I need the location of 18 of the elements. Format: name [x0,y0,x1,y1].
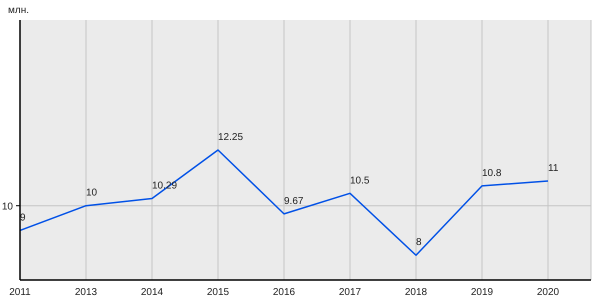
data-label: 8 [416,237,422,248]
data-label: 12.25 [218,132,244,143]
x-tick-label: 2015 [206,287,230,298]
data-label: 10 [86,188,98,199]
x-tick-label: 2018 [404,287,428,298]
x-tick-label: 2013 [74,287,98,298]
data-label: 9.67 [284,196,304,207]
data-label: 10.5 [350,175,370,186]
y-axis-title: млн. [8,5,30,16]
data-label: 11 [548,162,559,174]
x-tick-label: 2016 [272,287,296,298]
x-tick-label: 2014 [140,287,164,298]
x-tick-label: 2011 [9,287,32,298]
ref-line-label: 10 [2,202,14,213]
x-tick-label: 2019 [470,287,494,298]
x-tick-label: 2020 [536,287,560,298]
data-label: 10.8 [482,168,502,179]
x-tick-label: 2017 [338,287,362,298]
